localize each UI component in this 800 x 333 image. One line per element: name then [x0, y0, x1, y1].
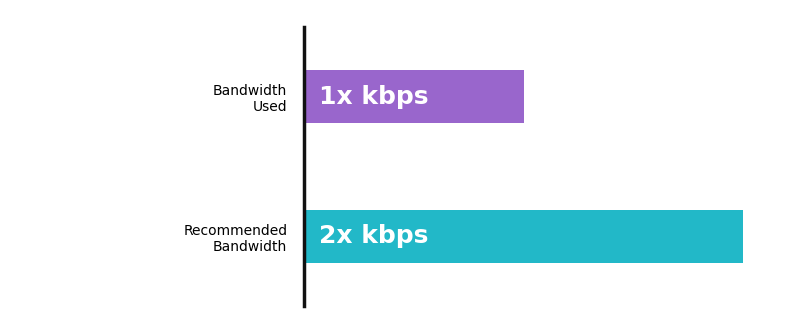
Bar [304, 210, 743, 263]
Text: 1x kbps: 1x kbps [319, 85, 429, 109]
Text: 2x kbps: 2x kbps [319, 224, 429, 248]
Bar [304, 70, 523, 123]
